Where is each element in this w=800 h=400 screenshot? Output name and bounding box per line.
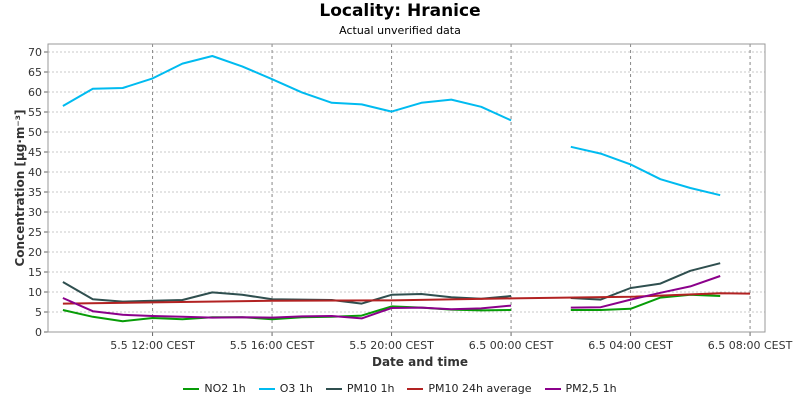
legend-label: NO2 1h <box>204 382 246 395</box>
series-line-4 <box>62 297 512 320</box>
series-lines <box>62 55 751 323</box>
y-tick-label: 60 <box>28 86 42 99</box>
y-tick-label: 65 <box>28 66 42 79</box>
legend: NO2 1h O3 1h PM10 1h PM10 24h average PM2,5 … <box>0 382 800 395</box>
x-tick-label: 6.5 04:00 CEST <box>588 339 673 352</box>
y-tick-label: 55 <box>28 106 42 119</box>
series-line-2 <box>62 281 512 305</box>
y-tick-label: 50 <box>28 126 42 139</box>
x-tick-label: 5.5 20:00 CEST <box>349 339 434 352</box>
x-tick-label: 6.5 00:00 CEST <box>469 339 554 352</box>
legend-swatch <box>407 387 424 390</box>
series-line-1 <box>62 55 512 122</box>
legend-swatch <box>544 387 561 390</box>
grid <box>48 44 765 333</box>
y-tick-label: 30 <box>28 206 42 219</box>
y-tick-label: 0 <box>35 326 42 339</box>
legend-item: PM10 24h average <box>407 382 532 395</box>
y-tick-label: 40 <box>28 166 42 179</box>
y-tick-label: 35 <box>28 186 42 199</box>
legend-item: PM2,5 1h <box>544 382 617 395</box>
y-tick-label: 20 <box>28 246 42 259</box>
chart-plot: 0 5 10 15 20 25 30 35 40 45 50 55 60 65 70 5.5 12:00 CE… <box>13 43 793 369</box>
legend-label: PM10 24h average <box>428 382 532 395</box>
chart-title: Locality: Hranice <box>319 1 481 21</box>
y-tick-label: 5 <box>35 306 42 319</box>
chart-subtitle: Actual unverified data <box>339 24 461 37</box>
y-tick-label: 70 <box>28 46 42 59</box>
x-tick-label: 5.5 16:00 CEST <box>230 339 315 352</box>
legend-swatch <box>325 387 342 390</box>
y-tick-label: 25 <box>28 226 42 239</box>
legend-label: PM10 1h <box>346 382 395 395</box>
y-axis-title: Concentration [µg·m⁻³] <box>13 110 27 267</box>
plot-frame <box>47 43 766 333</box>
legend-item: PM10 1h <box>325 382 395 395</box>
legend-swatch <box>183 387 200 390</box>
series-line-4 <box>570 275 721 309</box>
series-line-2 <box>570 262 721 301</box>
y-tick-label: 10 <box>28 286 42 299</box>
legend-item: O3 1h <box>258 382 313 395</box>
legend-label: O3 1h <box>279 382 313 395</box>
legend-swatch <box>258 387 275 390</box>
x-tick-label: 5.5 12:00 CEST <box>110 339 195 352</box>
axes: 0 5 10 15 20 25 30 35 40 45 50 55 60 65 70 5.5 12:00 CE… <box>28 43 793 352</box>
legend-item: NO2 1h <box>183 382 246 395</box>
y-tick-label: 45 <box>28 146 42 159</box>
series-line-3 <box>62 292 751 305</box>
legend-label: PM2,5 1h <box>565 382 617 395</box>
x-axis-title: Date and time <box>372 355 468 369</box>
series-line-1 <box>570 145 721 197</box>
y-tick-label: 15 <box>28 266 42 279</box>
x-tick-label: 6.5 08:00 CEST <box>708 339 793 352</box>
